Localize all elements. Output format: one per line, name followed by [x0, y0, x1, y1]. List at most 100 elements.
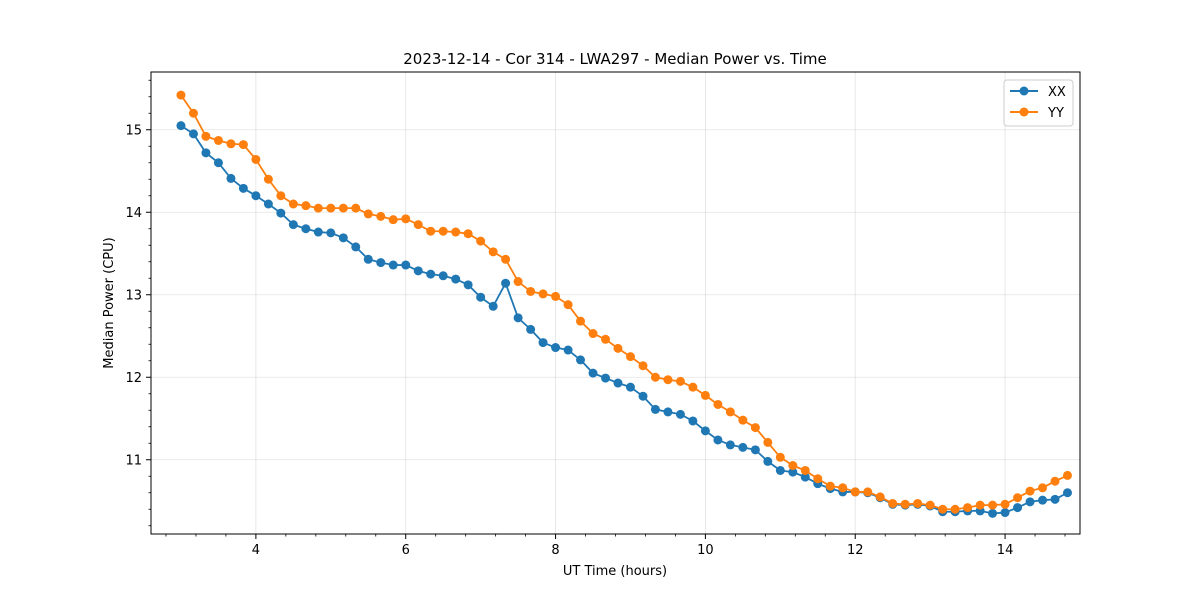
data-point-xx	[376, 258, 386, 268]
data-point-yy	[800, 465, 810, 475]
data-point-xx	[788, 467, 798, 477]
data-point-xx	[601, 373, 611, 383]
data-point-yy	[488, 247, 498, 257]
data-point-yy	[1000, 499, 1010, 509]
data-point-xx	[700, 426, 710, 436]
data-point-yy	[1013, 493, 1023, 503]
data-point-xx	[1013, 503, 1023, 513]
data-point-xx	[713, 435, 723, 445]
data-point-xx	[1000, 508, 1010, 518]
data-point-yy	[625, 352, 635, 362]
data-point-xx	[638, 391, 648, 401]
data-point-yy	[176, 90, 186, 100]
x-tick-label: 12	[847, 543, 864, 558]
data-point-yy	[638, 361, 648, 371]
data-point-xx	[188, 129, 198, 139]
data-point-xx	[476, 292, 486, 302]
data-point-yy	[950, 504, 960, 514]
data-point-yy	[276, 191, 286, 201]
data-point-xx	[800, 472, 810, 482]
data-point-yy	[351, 203, 361, 213]
data-point-yy	[338, 203, 348, 213]
data-point-xx	[351, 242, 361, 252]
legend-label-xx: XX	[1048, 85, 1066, 100]
data-point-xx	[463, 280, 473, 290]
data-point-yy	[750, 423, 760, 433]
data-point-yy	[413, 220, 423, 230]
x-tick-label: 4	[252, 543, 260, 558]
data-point-xx	[276, 208, 286, 218]
legend-label-yy: YY	[1047, 106, 1064, 121]
data-point-xx	[1062, 488, 1072, 498]
data-point-yy	[1062, 470, 1072, 480]
data-point-yy	[313, 203, 323, 213]
axis-ticks: 4 6 8 10 12 14 11 12 13 14 15	[125, 79, 1066, 558]
data-point-yy	[863, 487, 873, 497]
data-point-yy	[713, 399, 723, 409]
x-tick-label: 10	[697, 543, 714, 558]
data-point-yy	[563, 300, 573, 310]
data-point-xx	[613, 378, 623, 388]
legend-marker-xx	[1019, 86, 1029, 96]
data-point-xx	[750, 445, 760, 455]
data-point-yy	[388, 215, 398, 225]
legend-marker-yy	[1019, 107, 1029, 117]
data-point-yy	[551, 291, 561, 301]
data-point-xx	[363, 254, 373, 264]
data-point-yy	[226, 139, 236, 149]
data-point-yy	[513, 277, 523, 287]
data-point-yy	[451, 227, 461, 237]
data-point-yy	[476, 236, 486, 246]
data-point-yy	[201, 131, 211, 141]
legend: XX YY	[1003, 79, 1074, 127]
data-point-yy	[213, 135, 223, 145]
data-point-yy	[975, 500, 985, 510]
data-point-xx	[775, 465, 785, 475]
data-point-yy	[401, 214, 411, 224]
data-point-yy	[1025, 486, 1035, 496]
data-point-xx	[326, 228, 336, 238]
data-point-xx	[526, 324, 536, 334]
data-point-xx	[663, 407, 673, 417]
data-point-yy	[788, 461, 798, 471]
chart-title: 2023-12-14 - Cor 314 - LWA297 - Median P…	[403, 50, 827, 68]
data-point-xx	[401, 260, 411, 270]
data-point-yy	[838, 483, 848, 493]
data-point-xx	[763, 456, 773, 466]
data-point-xx	[675, 409, 685, 419]
data-point-yy	[825, 481, 835, 491]
data-point-yy	[263, 174, 273, 184]
y-tick-label: 14	[125, 206, 142, 221]
data-point-yy	[725, 407, 735, 417]
data-point-xx	[251, 191, 261, 201]
data-point-xx	[738, 442, 748, 452]
y-tick-label: 11	[125, 453, 142, 468]
data-point-yy	[538, 289, 548, 299]
data-point-yy	[463, 229, 473, 239]
data-point-xx	[725, 440, 735, 450]
data-point-yy	[438, 226, 448, 236]
data-point-yy	[613, 343, 623, 353]
data-point-xx	[238, 183, 248, 193]
data-point-xx	[488, 301, 498, 311]
data-point-yy	[850, 487, 860, 497]
data-point-yy	[688, 382, 698, 392]
data-point-xx	[1038, 495, 1048, 505]
data-point-yy	[650, 372, 660, 382]
data-point-xx	[538, 338, 548, 348]
data-point-yy	[326, 203, 336, 213]
data-point-xx	[650, 404, 660, 414]
data-point-xx	[1025, 497, 1035, 507]
x-tick-label: 6	[402, 543, 410, 558]
data-point-yy	[988, 500, 998, 510]
data-point-yy	[426, 226, 436, 236]
grid	[151, 72, 1080, 534]
data-point-xx	[576, 355, 586, 365]
data-point-yy	[588, 329, 598, 339]
data-point-yy	[251, 154, 261, 164]
data-point-yy	[1050, 476, 1060, 486]
data-point-xx	[513, 313, 523, 323]
data-point-xx	[588, 368, 598, 378]
